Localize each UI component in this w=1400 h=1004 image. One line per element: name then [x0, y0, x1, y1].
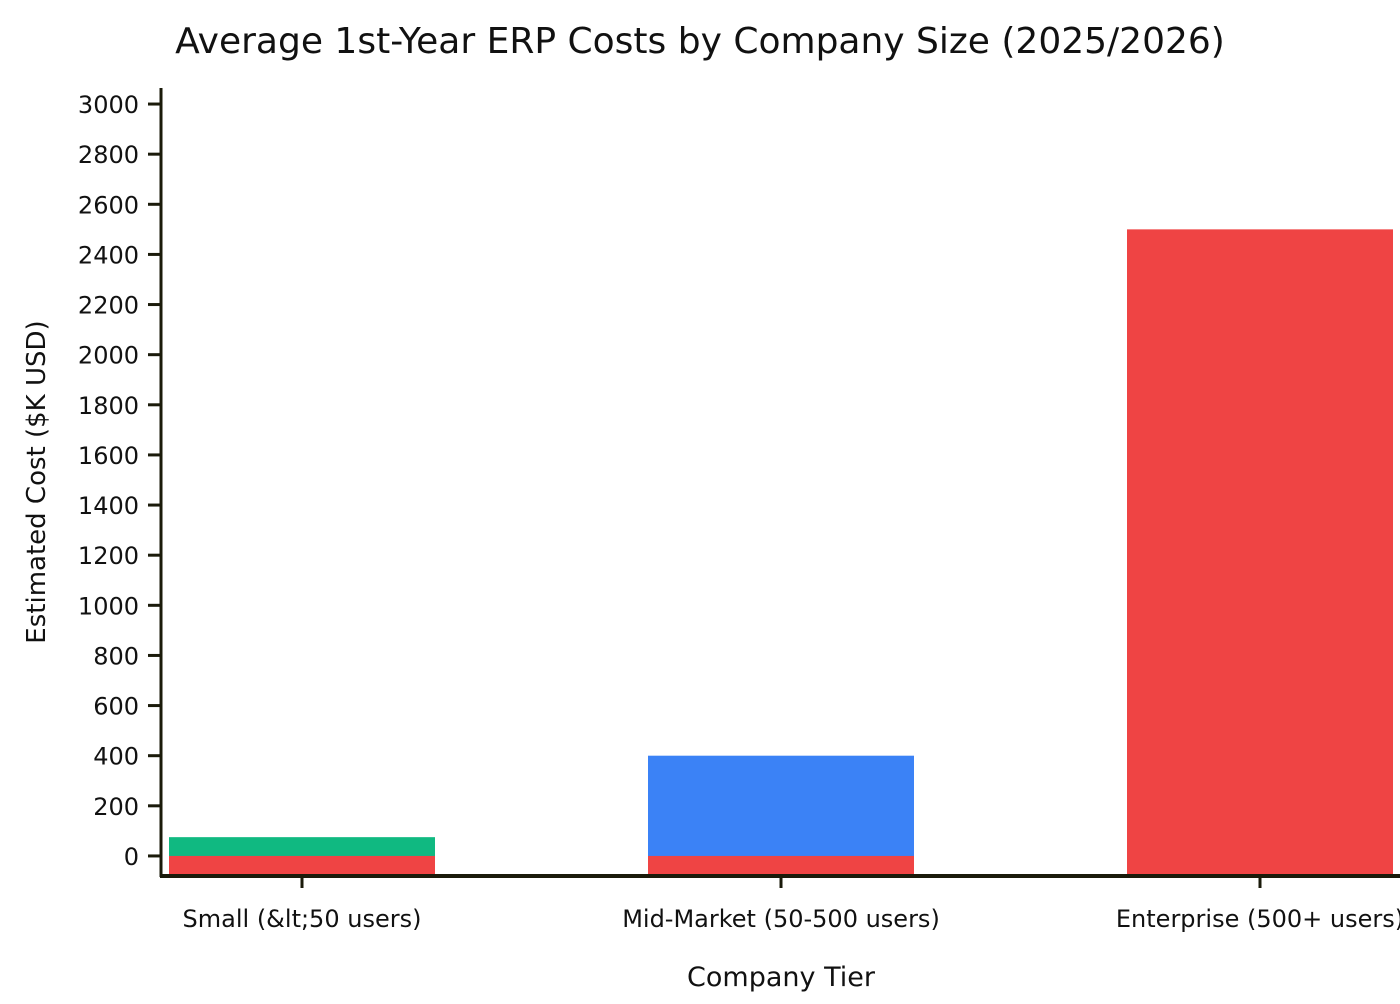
bar-series2-cat2 — [1127, 229, 1393, 875]
x-axis-label: Company Tier — [687, 962, 876, 993]
y-ticks: 0 200 400 600 800 1000 1200 1400 1600 1800 2000 220… — [78, 91, 161, 871]
bar-series2-cat1 — [648, 855, 914, 875]
bar-series2-cat0 — [169, 855, 435, 875]
y-tick-label: 800 — [93, 642, 139, 670]
y-tick-label: 400 — [93, 743, 139, 771]
y-tick-label: 1600 — [78, 442, 139, 470]
y-tick-label: 2800 — [78, 141, 139, 169]
y-tick-label: 0 — [124, 843, 139, 871]
y-tick-label: 600 — [93, 693, 139, 721]
y-tick-label: 1000 — [78, 592, 139, 620]
x-ticks: Small (&lt;50 users) Mid-Market (50-500 u… — [183, 876, 1400, 933]
bar-series1-cat1 — [648, 755, 914, 875]
y-tick-label: 2400 — [78, 241, 139, 269]
y-tick-label: 2600 — [78, 191, 139, 219]
y-axis-label: Estimated Cost ($K USD) — [22, 320, 52, 643]
y-tick-label: 1800 — [78, 392, 139, 420]
y-tick-label: 1400 — [78, 492, 139, 520]
x-tick-label: Small (&lt;50 users) — [183, 905, 422, 933]
y-tick-label: 1200 — [78, 542, 139, 570]
x-tick-label: Enterprise (500+ users) — [1116, 905, 1400, 933]
y-tick-label: 3000 — [78, 91, 139, 119]
x-tick-label: Mid-Market (50-500 users) — [622, 905, 940, 933]
chart-title: Average 1st-Year ERP Costs by Company Si… — [175, 21, 1225, 62]
y-tick-label: 2000 — [78, 342, 139, 370]
bars — [169, 229, 1393, 875]
y-tick-label: 2200 — [78, 292, 139, 320]
y-tick-label: 200 — [93, 793, 139, 821]
